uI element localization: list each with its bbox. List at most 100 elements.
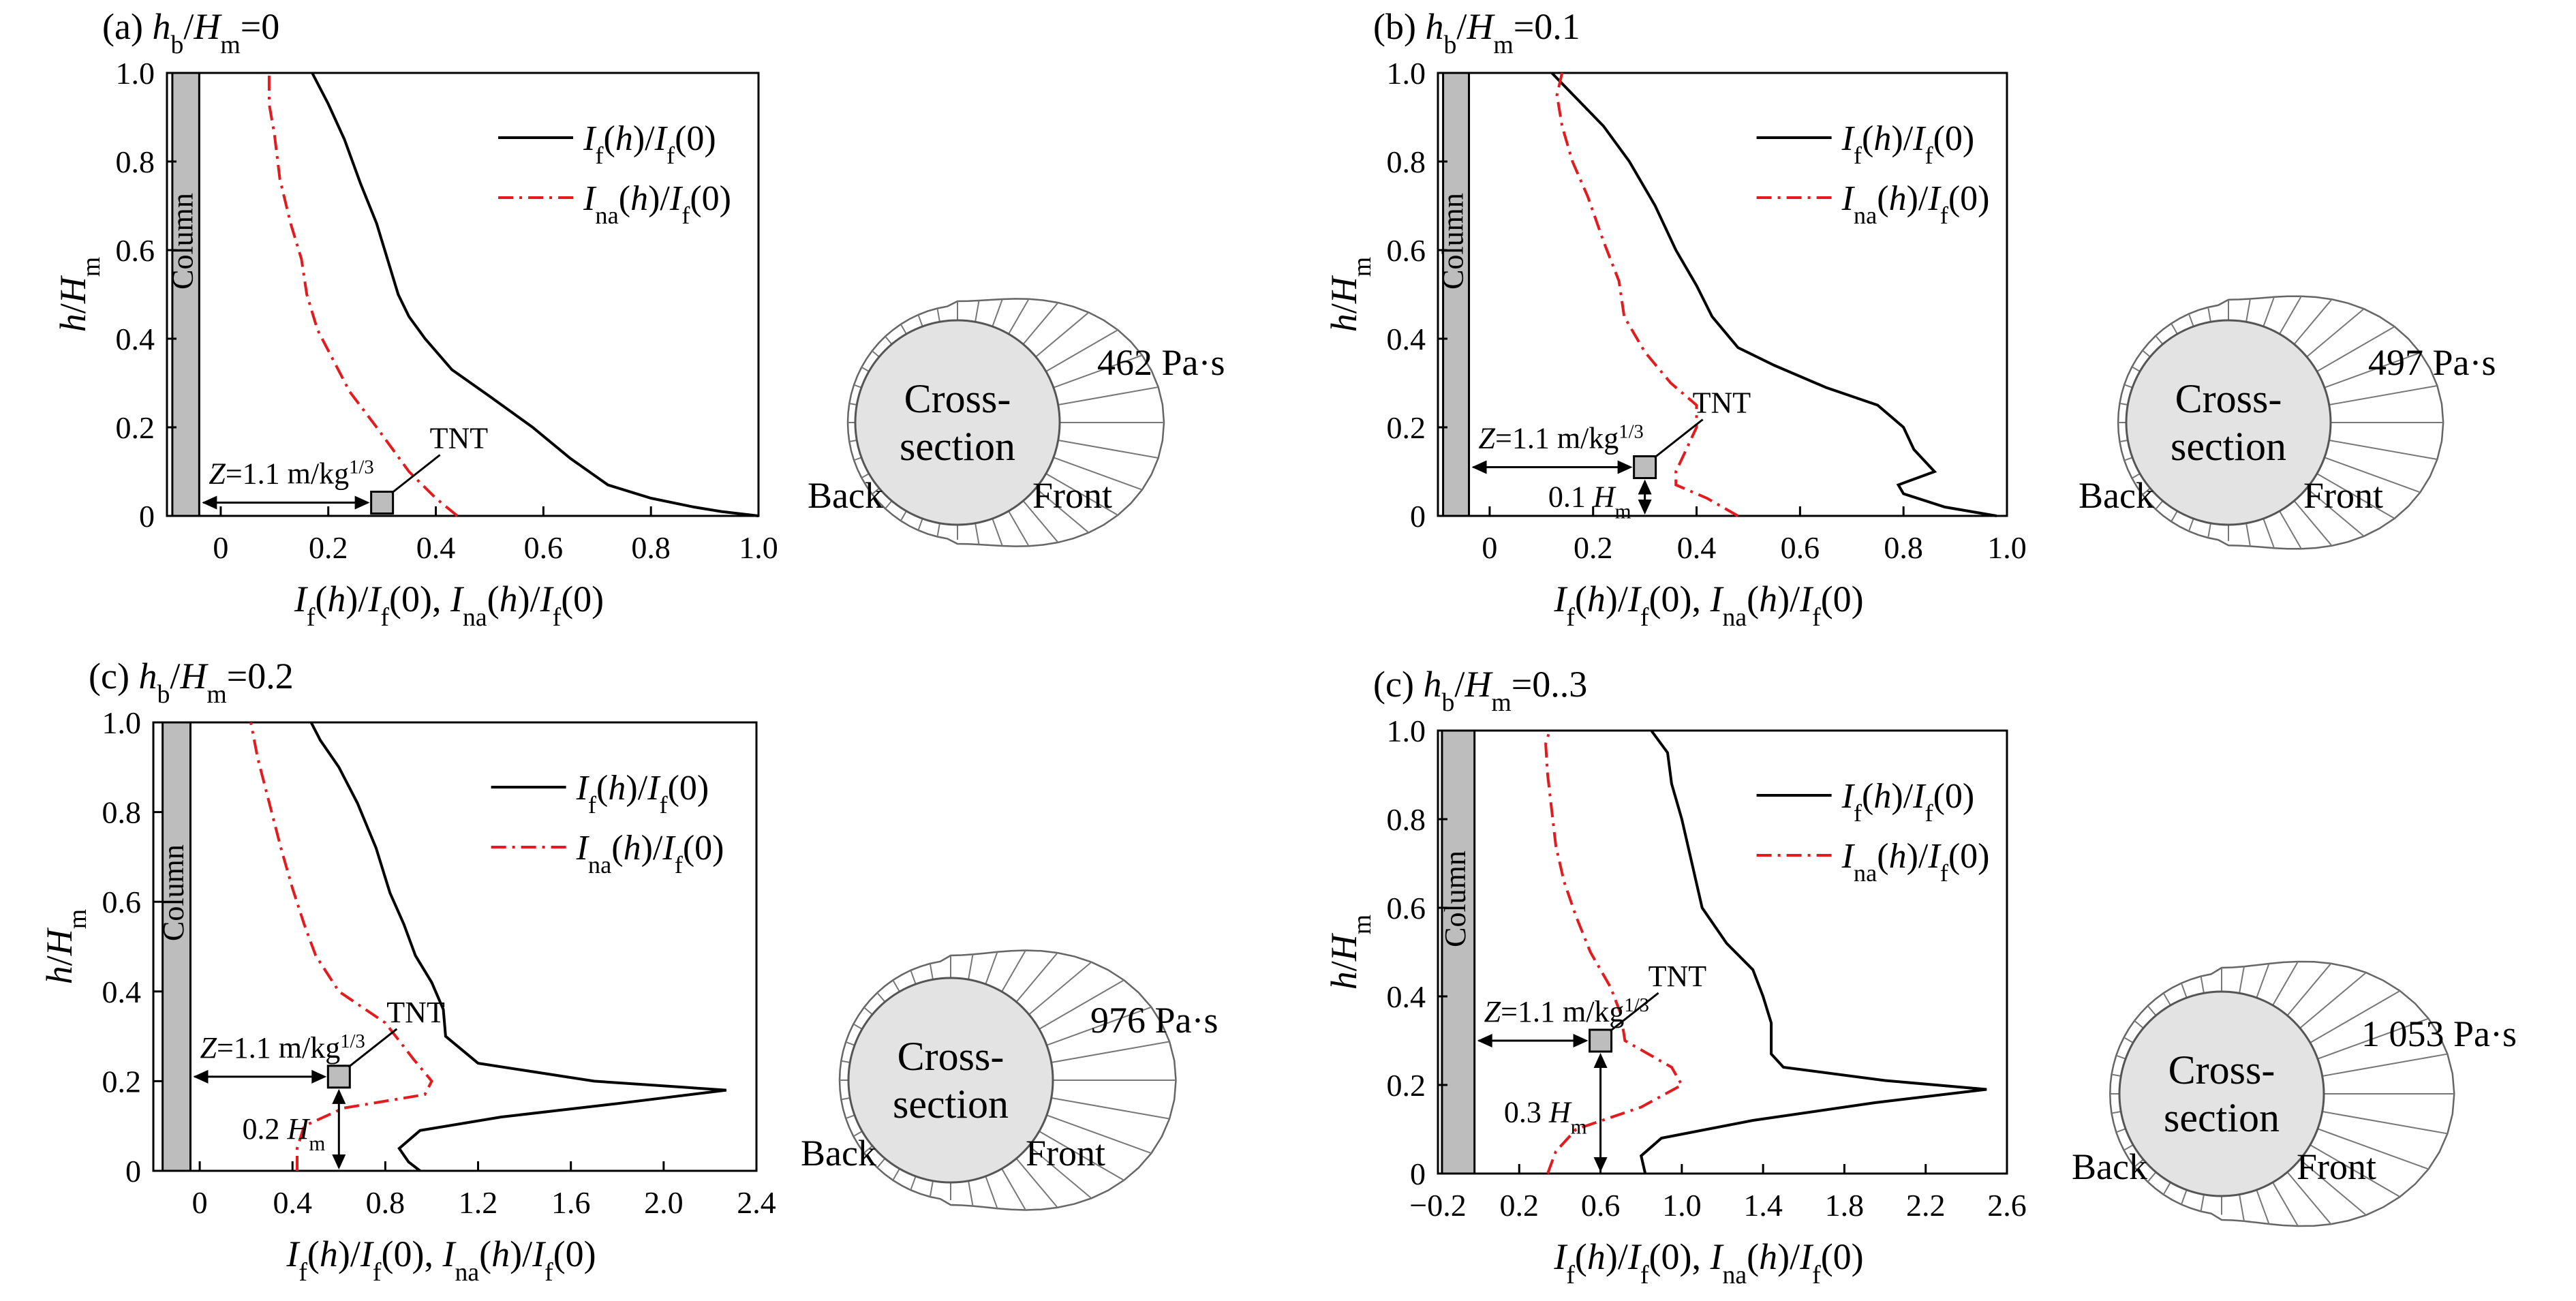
cross-section-label-1: Cross- <box>2168 1047 2275 1092</box>
pressure-ray <box>2293 500 2333 547</box>
pressure-ray <box>2155 500 2164 510</box>
y-tick-label: 1.0 <box>102 705 142 740</box>
column-rect <box>171 72 200 517</box>
pressure-ray <box>872 350 880 358</box>
legend-label: Ina(h)/If(0) <box>583 179 731 229</box>
x-tick-label: 0.2 <box>1574 530 1613 565</box>
y-tick-label: 0.2 <box>102 1064 142 1099</box>
pressure-ray <box>2293 299 2333 345</box>
pressure-ray <box>900 510 907 521</box>
series-if-line <box>311 72 759 517</box>
x-tick-label: 0.4 <box>416 530 456 565</box>
pressure-ray <box>853 457 862 461</box>
pressure-envelope <box>2109 960 2455 1227</box>
z-arrow-head-left <box>1471 460 1487 474</box>
pressure-ray <box>841 1060 850 1063</box>
pressure-ray <box>2200 1194 2205 1212</box>
front-label: Front <box>1032 475 1112 516</box>
series-ina-line <box>1544 730 1684 1174</box>
pressure-ray <box>968 954 974 980</box>
height-arrow-head-bottom <box>1638 500 1652 515</box>
plot-frame <box>152 721 758 1172</box>
y-tick-label: 0.8 <box>1387 802 1426 837</box>
pressure-ray <box>876 1158 886 1169</box>
pressure-ray <box>2263 518 2275 549</box>
pressure-ray <box>863 1145 873 1154</box>
pressure-ray <box>2155 335 2164 345</box>
pressure-ray <box>2147 1172 2157 1182</box>
legend-label: Ina(h)/If(0) <box>576 829 724 878</box>
x-tick-label: 0.2 <box>309 530 348 565</box>
series-ina-line <box>249 722 433 1171</box>
pressure-ray <box>1028 1145 1092 1199</box>
y-tick-label: 0 <box>125 1154 141 1189</box>
pressure-ray <box>849 440 857 442</box>
cross-section-label-2: section <box>2171 424 2286 469</box>
pressure-ray <box>2310 990 2401 1043</box>
pressure-ray <box>2245 523 2251 547</box>
pressure-ray <box>1022 302 1059 345</box>
pressure-ray <box>849 403 857 405</box>
pressure-ray <box>2239 1194 2245 1222</box>
tnt-leader <box>348 1028 398 1068</box>
y-tick-label: 0.4 <box>1387 979 1426 1014</box>
back-label: Back <box>808 475 883 516</box>
cross-section: Cross-section Back Front 462 Pa·s <box>808 298 1225 547</box>
y-tick-label: 0.6 <box>1387 233 1426 268</box>
legend-label: Ina(h)/If(0) <box>1841 837 1990 887</box>
panel-a: (a) hb/Hm=0 Column 0 0.2 0.4 0.6 0.8 1.0 0 0.2 0.4… <box>52 6 1225 632</box>
x-tick-label: 2.6 <box>1987 1188 2027 1223</box>
pressure-ray <box>1053 354 1143 388</box>
pressure-ray <box>1046 1114 1152 1154</box>
pressure-ray <box>885 500 893 509</box>
pressure-ray <box>1039 979 1124 1030</box>
panel-title: (a) hb/Hm=0 <box>102 6 279 59</box>
height-arrow-head-bottom <box>332 1154 346 1169</box>
cross-section-label-1: Cross- <box>898 1034 1005 1079</box>
pressure-ray <box>1035 311 1090 358</box>
pressure-ray <box>2324 352 2421 388</box>
y-tick-label: 0 <box>139 499 155 534</box>
pressure-ray <box>2162 1182 2171 1195</box>
pressure-ray <box>841 1097 850 1101</box>
back-label: Back <box>2072 1146 2147 1187</box>
panel-title: (b) hb/Hm=0.1 <box>1373 6 1580 59</box>
pressure-ray <box>1035 487 1090 534</box>
pressure-ray <box>985 951 998 985</box>
height-arrow-head-top <box>1593 1053 1608 1068</box>
pressure-ray <box>917 314 923 327</box>
pressure-ray <box>900 324 907 335</box>
pressure-ray <box>2316 326 2395 372</box>
height-label: 0.1 Hm <box>1548 480 1631 523</box>
pressure-ray <box>2272 1182 2299 1227</box>
front-label: Front <box>2303 475 2383 516</box>
pressure-ray <box>853 1023 863 1030</box>
pressure-ray <box>910 970 917 985</box>
x-tick-label: 1.2 <box>459 1185 498 1220</box>
series-if-line <box>1639 729 1987 1174</box>
pressure-ray <box>1058 386 1159 405</box>
pressure-ray <box>2316 473 2395 519</box>
pressure-ray <box>2329 440 2438 461</box>
z-arrow-head-left <box>193 1069 209 1084</box>
column-cross-section <box>854 319 1061 526</box>
tnt-label: TNT <box>386 996 445 1029</box>
cross-section: Cross-section Back Front 976 Pa·s <box>801 949 1218 1211</box>
y-tick-label: 0.8 <box>116 144 155 179</box>
pressure-ray <box>1008 299 1030 335</box>
pressure-ray <box>2306 308 2365 358</box>
z-arrow-head-right <box>1573 1034 1589 1047</box>
pressure-ray <box>1045 473 1118 516</box>
x-tick-label: 1.0 <box>1987 530 2027 565</box>
pressure-ray <box>1053 457 1143 491</box>
panel-b: (b) hb/Hm=0.1 Column 0 0.2 0.4 0.6 0.8 1.0 0 0.2 0… <box>1323 6 2496 632</box>
pressure-ray <box>929 963 934 980</box>
pressure-ray <box>845 1041 855 1046</box>
y-tick-label: 0.2 <box>1387 1068 1426 1103</box>
z-arrow-head-left <box>1477 1034 1492 1047</box>
z-label: Z=1.1 m/kg1/3 <box>1479 421 1644 455</box>
pressure-ray <box>2111 1073 2121 1077</box>
pressure-ray <box>853 1131 863 1137</box>
x-tick-label: 1.0 <box>1662 1188 1702 1223</box>
